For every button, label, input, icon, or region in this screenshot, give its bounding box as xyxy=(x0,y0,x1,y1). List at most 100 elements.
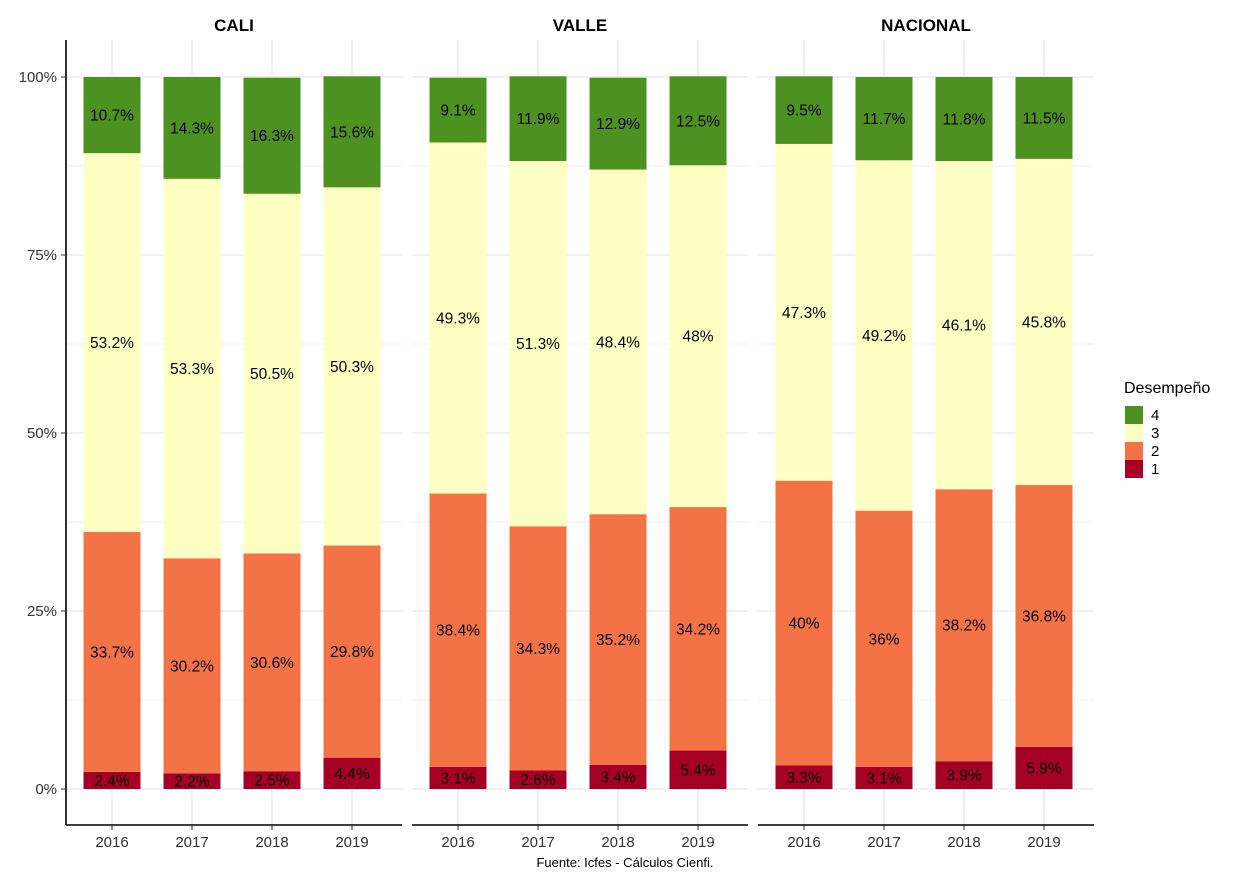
data-label: 33.7% xyxy=(90,644,134,661)
bar-valle-2019: 5.4% 34.2% 48% 12.5% xyxy=(669,76,727,789)
data-label: 11.7% xyxy=(863,111,906,128)
y-tick-label: 25% xyxy=(27,603,57,620)
bar-cali-2017: 2.2% 30.2% 53.3% 14.3% xyxy=(163,77,221,791)
data-label: 49.3% xyxy=(436,311,480,328)
data-label: 14.3% xyxy=(170,120,214,137)
data-label: 2.2% xyxy=(174,774,210,791)
bar-segment-level-4 xyxy=(429,77,487,143)
data-label: 2.4% xyxy=(94,773,130,790)
data-label: 38.2% xyxy=(942,618,986,635)
bar-cali-2016: 2.4% 33.7% 53.2% 10.7% xyxy=(83,77,141,790)
facet-title: CALI xyxy=(214,16,254,35)
bar-segment-level-4 xyxy=(589,77,647,170)
bar-segment-level-1 xyxy=(775,765,833,789)
bar-segment-level-4 xyxy=(669,76,727,166)
data-label: 30.2% xyxy=(170,658,214,675)
data-label: 11.5% xyxy=(1023,110,1066,127)
data-label: 9.5% xyxy=(786,103,822,120)
bar-segment-level-4 xyxy=(323,76,381,188)
bar-segment-level-3 xyxy=(83,153,141,532)
data-label: 45.8% xyxy=(1022,314,1066,331)
bar-segment-level-3 xyxy=(669,165,727,508)
data-label: 11.9% xyxy=(517,111,560,128)
bar-nacional-2018: 3.9% 38.2% 46.1% 11.8% xyxy=(935,77,993,789)
data-label: 12.9% xyxy=(596,116,640,133)
data-label: 35.2% xyxy=(596,632,640,649)
bar-segment-level-2 xyxy=(323,545,381,758)
data-label: 50.5% xyxy=(250,366,294,383)
x-tick-label: 2019 xyxy=(335,834,368,851)
legend-swatch-3 xyxy=(1125,424,1143,442)
x-tick-label: 2017 xyxy=(175,834,208,851)
x-tick-label: 2017 xyxy=(867,834,900,851)
data-label: 16.3% xyxy=(250,128,294,145)
data-label: 2.5% xyxy=(254,773,290,790)
data-label: 53.2% xyxy=(90,335,134,352)
data-label: 34.2% xyxy=(676,621,720,638)
data-label: 3.9% xyxy=(946,768,982,785)
bar-segment-level-4 xyxy=(935,77,993,162)
bar-nacional-2019: 5.9% 36.8% 45.8% 11.5% xyxy=(1015,77,1073,789)
bar-segment-level-2 xyxy=(1015,484,1073,747)
bar-segment-level-2 xyxy=(163,558,221,774)
bar-segment-level-2 xyxy=(669,507,727,751)
x-tick-label: 2019 xyxy=(681,834,714,851)
bar-nacional-2016: 3.3% 40% 47.3% 9.5% xyxy=(775,76,833,789)
bar-segment-level-1 xyxy=(243,771,301,789)
facet-title: NACIONAL xyxy=(881,16,971,35)
bar-segment-level-3 xyxy=(323,187,381,546)
data-label: 2.6% xyxy=(520,772,556,789)
data-label: 46.1% xyxy=(942,318,986,335)
bar-segment-level-1 xyxy=(509,770,567,789)
data-label: 34.3% xyxy=(516,641,560,658)
data-label: 15.6% xyxy=(330,124,374,141)
data-label: 49.2% xyxy=(862,328,906,345)
bar-segment-level-3 xyxy=(935,161,993,490)
data-label: 3.1% xyxy=(866,770,902,787)
bar-segment-level-3 xyxy=(243,193,301,554)
bar-cali-2018: 2.5% 30.6% 50.5% 16.3% xyxy=(243,77,301,790)
bar-segment-level-1 xyxy=(589,764,647,789)
data-label: 40% xyxy=(788,616,819,633)
data-label: 5.9% xyxy=(1026,760,1062,777)
y-tick-label: 75% xyxy=(27,247,57,264)
legend-label-2: 2 xyxy=(1151,443,1159,460)
bar-segment-level-2 xyxy=(429,493,487,767)
bar-segment-level-4 xyxy=(163,77,221,179)
data-label: 36% xyxy=(868,631,899,648)
x-tick-label: 2017 xyxy=(521,834,554,851)
bar-segment-level-1 xyxy=(163,773,221,789)
bar-segment-level-4 xyxy=(855,77,913,161)
data-label: 30.6% xyxy=(250,655,294,672)
panel-nacional: NACIONAL 3.3% 40% 47.3% 9.5% 2016 3.1% 36% 49.2%… xyxy=(758,16,1094,851)
x-tick-label: 2016 xyxy=(441,834,474,851)
data-label: 50.3% xyxy=(330,359,374,376)
bar-nacional-2017: 3.1% 36% 49.2% 11.7% xyxy=(855,77,913,789)
bar-segment-level-2 xyxy=(855,510,913,767)
bar-segment-level-4 xyxy=(509,76,567,162)
bar-segment-level-1 xyxy=(83,771,141,789)
x-tick-label: 2018 xyxy=(947,834,980,851)
bar-segment-level-1 xyxy=(855,766,913,789)
y-axis: 0% 25% 50% 75% 100% xyxy=(19,40,67,825)
bar-valle-2017: 2.6% 34.3% 51.3% 11.9% xyxy=(509,76,567,789)
bar-segment-level-3 xyxy=(163,178,221,559)
bar-segment-level-1 xyxy=(669,750,727,789)
legend-swatch-2 xyxy=(1125,442,1143,460)
data-label: 36.8% xyxy=(1022,608,1066,625)
data-label: 4.4% xyxy=(334,766,370,783)
data-label: 3.3% xyxy=(786,770,822,787)
bar-segment-level-2 xyxy=(935,489,993,762)
data-label: 11.8% xyxy=(943,112,986,129)
legend-swatch-4 xyxy=(1125,406,1143,424)
data-label: 5.4% xyxy=(680,762,716,779)
data-label: 29.8% xyxy=(330,644,374,661)
legend-label-3: 3 xyxy=(1151,425,1159,442)
x-tick-label: 2018 xyxy=(601,834,634,851)
bar-segment-level-1 xyxy=(429,766,487,789)
legend-swatch-1 xyxy=(1125,460,1143,478)
bar-segment-level-3 xyxy=(589,169,647,515)
bar-segment-level-2 xyxy=(775,480,833,766)
bar-segment-level-3 xyxy=(775,143,833,481)
